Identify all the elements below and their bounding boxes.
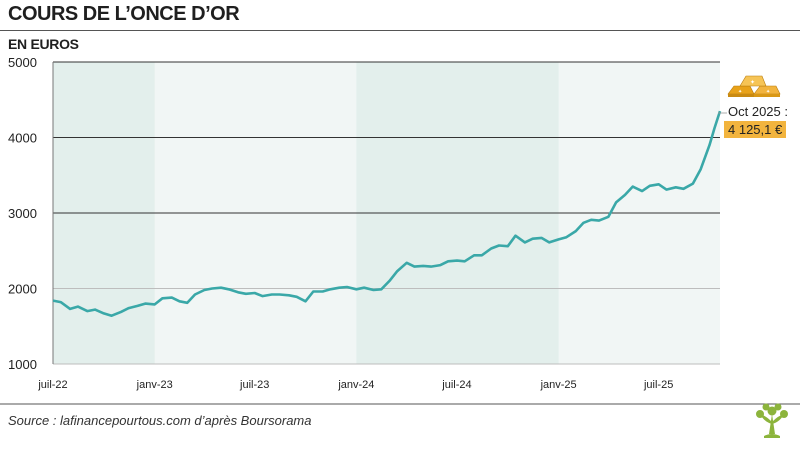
y-axis-ticks: 1000 2000 3000 4000 5000 [8,55,37,372]
y-tick-label: 2000 [8,282,37,297]
x-tick-label: juil-24 [441,379,471,391]
title-rule [0,30,800,31]
x-tick-label: juil-25 [643,379,673,391]
series-line [52,110,722,317]
source-note: Source : lafinancepourtous.com d’après B… [8,413,312,428]
svg-text:✦: ✦ [766,89,770,95]
callout-date: Oct 2025 : [728,104,788,119]
tree-logo-icon [756,403,788,438]
svg-text:✦: ✦ [738,89,742,95]
x-tick-label: janv-23 [136,379,173,391]
y-tick-label: 3000 [8,206,37,221]
x-tick-label: janv-25 [540,379,577,391]
series-layer [52,110,722,317]
x-tick-label: janv-24 [337,379,374,391]
x-tick-label: juil-23 [239,379,269,391]
y-tick-label: 5000 [8,55,37,70]
callout-value: 4 125,1 € [724,121,787,138]
svg-text:✦: ✦ [750,79,755,86]
chart-subtitle: EN EUROS [8,36,79,52]
x-axis-ticks: juil-22 janv-23 juil-23 janv-24 juil-24 janv-… [37,379,673,391]
gold-bars-icon: ✦ ✦ ✦ [727,75,781,97]
y-tick-label: 4000 [8,131,37,146]
x-tick-label: juil-22 [37,379,67,391]
gridlines [52,61,720,365]
y-tick-label: 1000 [8,357,37,372]
chart-title: COURS DE L’ONCE D’OR [8,3,240,25]
